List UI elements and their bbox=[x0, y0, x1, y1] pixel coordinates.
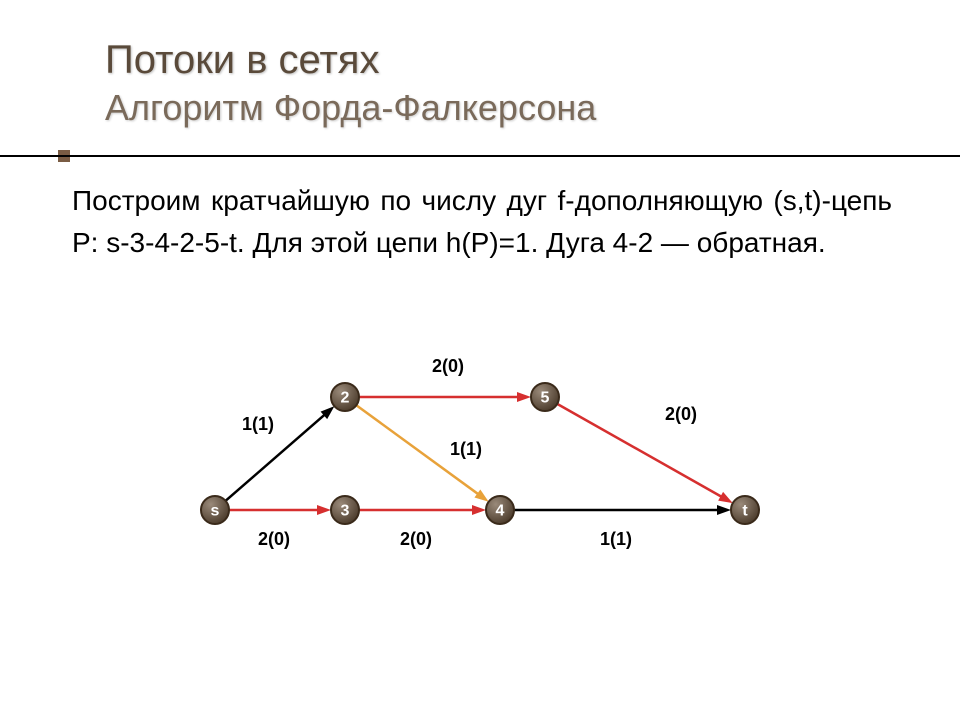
node-2: 2 bbox=[331, 383, 359, 411]
edge-label-4-t: 1(1) bbox=[600, 529, 632, 549]
node-5: 5 bbox=[531, 383, 559, 411]
body-text: Построим кратчайшую по числу дуг f-допол… bbox=[72, 180, 892, 264]
title-line-2: Алгоритм Форда-Фалкерсона bbox=[105, 87, 596, 129]
edge-label-s-2: 1(1) bbox=[242, 414, 274, 434]
slide: Потоки в сетях Алгоритм Форда-Фалкерсона… bbox=[0, 0, 960, 720]
node-label-4: 4 bbox=[496, 503, 505, 520]
edge-label-s-3: 2(0) bbox=[258, 529, 290, 549]
edge-label-2-5: 2(0) bbox=[432, 356, 464, 376]
node-label-t: t bbox=[742, 503, 748, 520]
node-label-2: 2 bbox=[341, 390, 350, 407]
node-3: 3 bbox=[331, 496, 359, 524]
edge-label-3-4: 2(0) bbox=[400, 529, 432, 549]
arrowhead-2-5 bbox=[517, 392, 531, 402]
title-rule bbox=[0, 155, 960, 157]
arrowhead-4-t bbox=[717, 505, 731, 515]
node-label-s: s bbox=[211, 503, 220, 520]
flow-network-graph: s 2 3 4 5 t 1(1) 2(0) 2(0) 1(1) 2(0) 2(0) 1(1) bbox=[0, 340, 960, 640]
node-4: 4 bbox=[486, 496, 514, 524]
node-s: s bbox=[201, 496, 229, 524]
arrowhead-3-4 bbox=[472, 505, 486, 515]
edge-5-t bbox=[557, 404, 725, 499]
arrowhead-2-4 bbox=[474, 489, 488, 501]
edge-s-2 bbox=[226, 412, 329, 501]
node-label-5: 5 bbox=[541, 390, 550, 407]
arrowhead-5-t bbox=[718, 492, 733, 503]
title-line-1: Потоки в сетях bbox=[105, 38, 596, 83]
node-label-3: 3 bbox=[341, 503, 350, 520]
slide-title: Потоки в сетях Алгоритм Форда-Фалкерсона bbox=[105, 38, 596, 129]
edge-label-2-4: 1(1) bbox=[450, 439, 482, 459]
graph-svg: s 2 3 4 5 t 1(1) 2(0) 2(0) 1(1) 2(0) 2(0) 1(1) bbox=[0, 340, 960, 720]
arrowhead-s-3 bbox=[317, 505, 331, 515]
edge-label-5-t: 2(0) bbox=[665, 404, 697, 424]
node-t: t bbox=[731, 496, 759, 524]
